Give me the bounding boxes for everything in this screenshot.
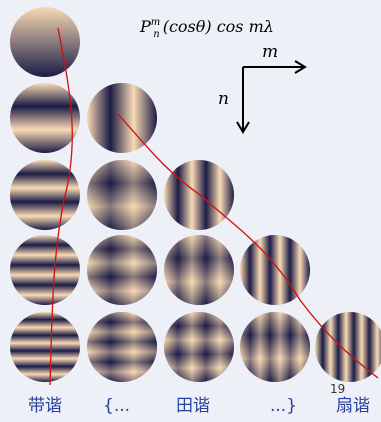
slide: Pmn(cosθ) cos mλ m n 带谐 {... 田谐 ...} 扇谐 … [0, 0, 381, 422]
bottom-label: 带谐 [28, 396, 62, 416]
formula-sub: n [153, 29, 159, 40]
harmonic-ball [10, 312, 80, 382]
bottom-label: {... [103, 396, 130, 416]
harmonic-overlay [164, 235, 234, 305]
n-label: n [218, 89, 229, 109]
harmonic-overlay [164, 312, 234, 382]
formula-rest: (cosθ) cos mλ [163, 17, 274, 36]
bottom-label: 扇谐 [336, 396, 370, 416]
harmonic-overlay [240, 312, 310, 382]
formula-base: P [139, 17, 151, 36]
harmonic-ball [10, 7, 80, 77]
bottom-label: 田谐 [176, 396, 210, 416]
m-label: m [262, 42, 278, 62]
bottom-label: ...} [270, 396, 297, 416]
harmonic-overlay [87, 235, 157, 305]
diagram: Pmn(cosθ) cos mλ m n 带谐 {... 田谐 ...} 扇谐 … [0, 0, 381, 422]
page-number: 19 [330, 382, 345, 396]
harmonic-ball [240, 235, 310, 305]
harmonic-ball [10, 235, 80, 305]
harmonic-overlay [87, 160, 157, 230]
harmonic-ball [315, 312, 381, 382]
harmonic-overlay [87, 312, 157, 382]
formula-sup: m [151, 17, 160, 28]
